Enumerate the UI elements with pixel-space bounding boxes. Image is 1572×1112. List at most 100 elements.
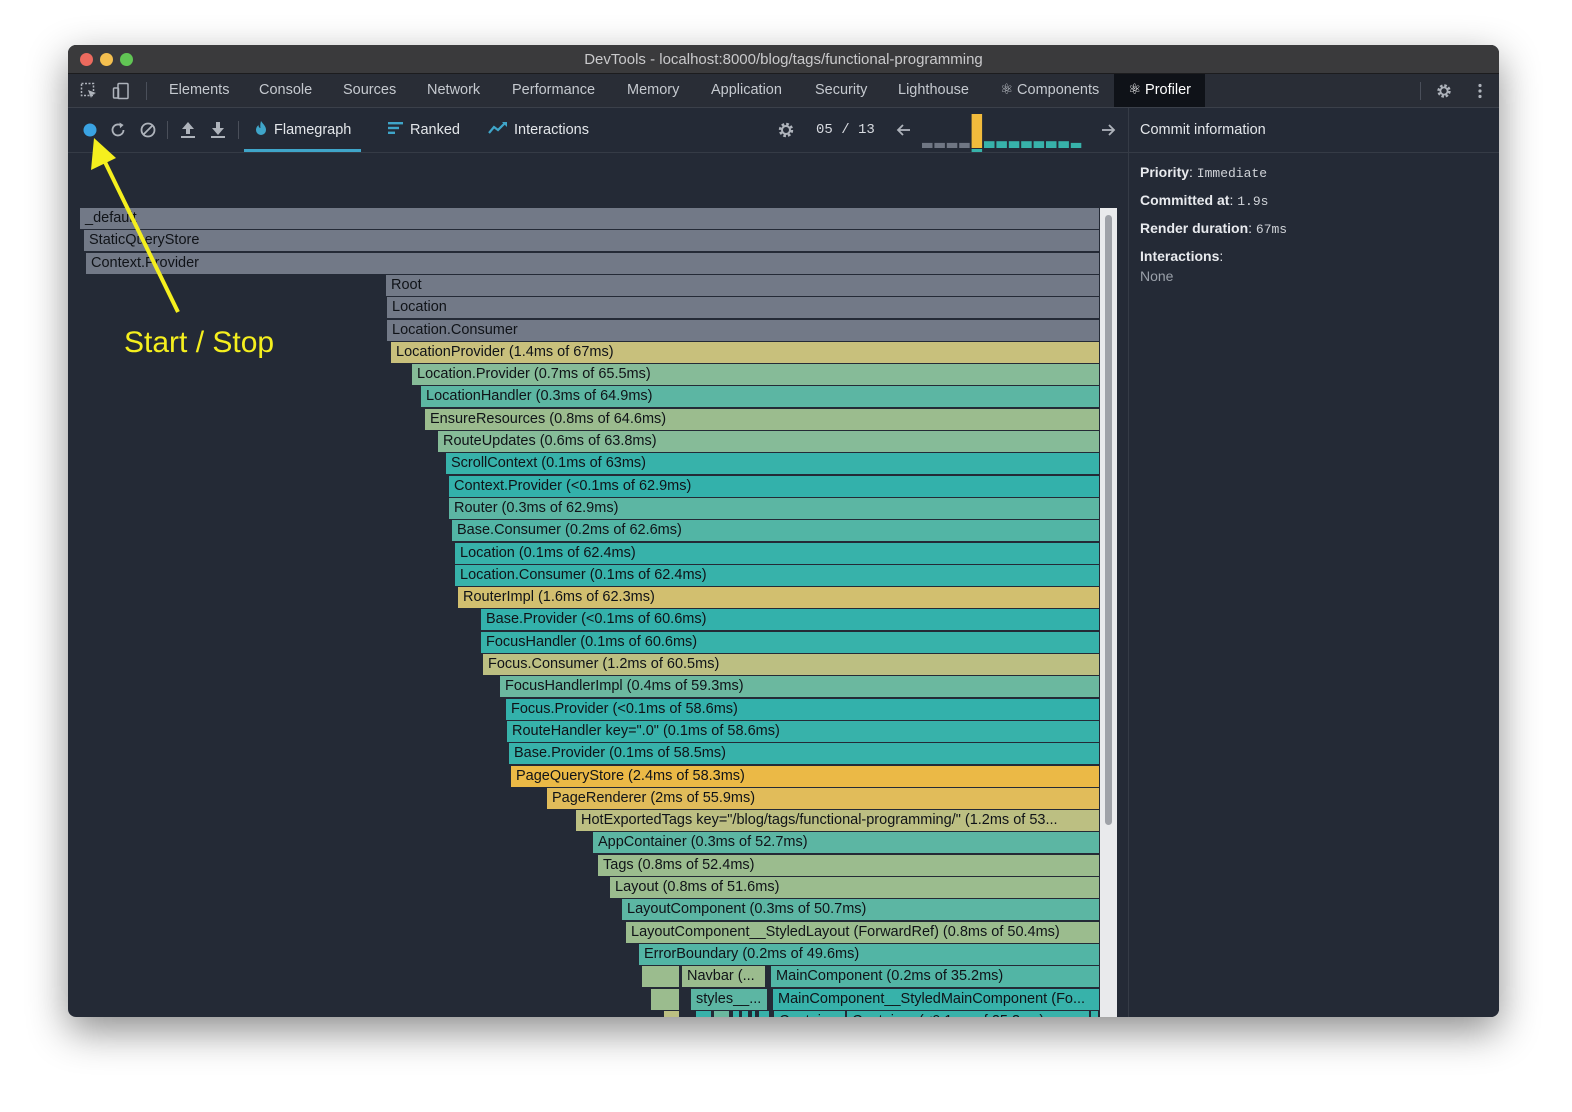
flamegraph-bar[interactable]: Router (0.3ms of 62.9ms) — [449, 497, 1100, 519]
flamegraph-bar-fragment[interactable] — [1091, 1010, 1099, 1017]
device-toolbar-icon[interactable] — [112, 82, 130, 100]
tab-sources[interactable]: Sources — [343, 82, 397, 98]
tab-flamegraph[interactable]: Flamegraph — [244, 108, 362, 152]
flamegraph-bar[interactable]: AppContainer (0.3ms of 52.7ms) — [593, 832, 1100, 854]
commit-bar[interactable] — [959, 142, 970, 148]
tab-lighthouse[interactable]: Lighthouse — [898, 82, 969, 98]
flamegraph-bar[interactable]: Context.Provider (<0.1ms of 62.9ms) — [449, 475, 1100, 497]
profiler-toolbar: Flamegraph Ranked Interactions 05 / 13 — [68, 108, 1128, 153]
selected-commit-indicator — [971, 149, 983, 152]
flamegraph-bar-fragment[interactable] — [651, 988, 680, 1010]
tab-memory[interactable]: Memory — [627, 82, 680, 98]
flamegraph-bar[interactable]: Context.Provider — [86, 252, 1100, 274]
flamegraph-bar[interactable]: Location.Consumer (0.1ms of 62.4ms) — [455, 564, 1100, 586]
commit-bar[interactable] — [1008, 141, 1020, 148]
commit-counter: 05 / 13 — [816, 122, 875, 138]
more-options-icon[interactable] — [1471, 82, 1489, 100]
flamegraph-bar[interactable]: FocusHandler (0.1ms of 60.6ms) — [481, 631, 1100, 653]
flamegraph-bar[interactable]: Focus.Consumer (1.2ms of 60.5ms) — [483, 654, 1100, 675]
flamegraph-bar[interactable]: styles__... — [691, 988, 768, 1010]
commit-bar[interactable] — [984, 141, 995, 148]
flamegraph-bar[interactable]: Location.Provider (0.7ms of 65.5ms) — [412, 364, 1100, 386]
flamegraph-bar[interactable]: Layout (0.8ms of 51.6ms) — [610, 877, 1100, 898]
flamegraph-bar-fragment[interactable] — [733, 1010, 740, 1017]
clear-profile-icon[interactable] — [138, 120, 158, 140]
tab-components[interactable]: ⚛ Components — [1000, 82, 1100, 98]
close-window-button[interactable] — [80, 53, 93, 66]
commit-bar[interactable] — [971, 114, 983, 148]
flamegraph-bar[interactable]: RouteUpdates (0.6ms of 63.8ms) — [438, 431, 1100, 452]
flamegraph-bar[interactable]: Base.Consumer (0.2ms of 62.6ms) — [452, 520, 1100, 542]
reload-and-profile-icon[interactable] — [108, 120, 128, 140]
flamegraph-bar[interactable]: RouterImpl (1.6ms of 62.3ms) — [458, 587, 1100, 609]
flame-icon — [256, 121, 266, 135]
tab-profiler[interactable]: ⚛ Profiler — [1114, 74, 1205, 107]
flamegraph-bar[interactable]: RouteHandler key=".0" (0.1ms of 58.6ms) — [507, 720, 1100, 742]
flamegraph-bar[interactable]: Focus.Provider (<0.1ms of 58.6ms) — [506, 698, 1100, 720]
flamegraph-bar[interactable]: Root — [386, 274, 1100, 296]
zoom-window-button[interactable] — [120, 53, 133, 66]
flamegraph-bar[interactable]: ScrollContext (0.1ms of 63ms) — [446, 453, 1100, 475]
flamegraph-scrollbar-thumb[interactable] — [1105, 215, 1112, 825]
flamegraph-bar[interactable]: Tags (0.8ms of 52.4ms) — [598, 854, 1100, 876]
flamegraph-bar[interactable]: LocationProvider (1.4ms of 67ms) — [391, 341, 1100, 363]
commit-bar[interactable] — [1070, 142, 1082, 148]
flamegraph-bar[interactable]: EnsureResources (0.8ms of 64.6ms) — [425, 408, 1100, 430]
record-start-stop-button[interactable] — [80, 120, 100, 140]
flamegraph-bar[interactable]: Contai... — [774, 1010, 846, 1017]
flamegraph-bar[interactable]: Container (<0.1ms of 25.3ms) — [847, 1010, 1090, 1017]
commit-bar[interactable] — [934, 142, 945, 148]
flamegraph-bar-fragment[interactable] — [696, 1010, 712, 1017]
flamegraph-bar[interactable]: LayoutComponent__StyledLayout (ForwardRe… — [626, 921, 1100, 943]
save-profile-icon[interactable] — [208, 120, 228, 140]
commit-bar[interactable] — [1046, 141, 1057, 148]
flamegraph-bar[interactable]: LayoutComponent (0.3ms of 50.7ms) — [622, 899, 1100, 921]
tab-application[interactable]: Application — [711, 82, 782, 98]
tab-console[interactable]: Console — [259, 82, 313, 98]
flamegraph-bar[interactable]: LocationHandler (0.3ms of 64.9ms) — [421, 386, 1100, 408]
flamegraph-bar[interactable]: Location (0.1ms of 62.4ms) — [455, 542, 1100, 564]
next-commit-arrow-icon[interactable] — [1098, 120, 1118, 140]
flamegraph-bar[interactable]: MainComponent (0.2ms of 35.2ms) — [771, 966, 1100, 988]
flamegraph-bar[interactable]: ErrorBoundary (0.2ms of 49.6ms) — [639, 943, 1100, 965]
previous-commit-arrow-icon[interactable] — [894, 120, 914, 140]
flamegraph-bar[interactable]: HotExportedTags key="/blog/tags/function… — [576, 810, 1100, 832]
flamegraph-bar[interactable]: Navbar (... — [682, 966, 766, 988]
commit-bar[interactable] — [946, 142, 958, 148]
profiler-settings-gear-icon[interactable] — [776, 120, 796, 140]
tab-security[interactable]: Security — [815, 82, 868, 98]
settings-gear-icon[interactable] — [1435, 82, 1453, 100]
commit-bar[interactable] — [996, 141, 1007, 148]
flamegraph-bar-fragment[interactable] — [642, 966, 680, 988]
flamegraph-bar[interactable]: MainComponent__StyledMainComponent (Fo..… — [773, 988, 1100, 1010]
commit-bar[interactable] — [922, 142, 933, 148]
flamegraph-bar-fragment[interactable] — [752, 1010, 756, 1017]
tab-network[interactable]: Network — [427, 82, 481, 98]
minimize-window-button[interactable] — [100, 53, 113, 66]
flamegraph-bar[interactable]: Location.Consumer — [387, 319, 1100, 341]
flamegraph-bar[interactable]: FocusHandlerImpl (0.4ms of 59.3ms) — [500, 676, 1100, 698]
tab-interactions-label: Interactions — [514, 122, 589, 138]
flamegraph-bar-fragment[interactable] — [759, 1010, 770, 1017]
flamegraph-bar[interactable]: Base.Provider (0.1ms of 58.5ms) — [509, 743, 1100, 765]
flamegraph-bar[interactable]: Location — [387, 297, 1100, 319]
load-profile-icon[interactable] — [178, 120, 198, 140]
commit-bar[interactable] — [1058, 141, 1069, 148]
tab-elements[interactable]: Elements — [169, 82, 230, 98]
flamegraph-bar[interactable]: PageQueryStore (2.4ms of 58.3ms) — [511, 765, 1100, 787]
flamegraph-bar[interactable]: _default — [80, 208, 1100, 229]
commit-bar[interactable] — [1033, 141, 1045, 148]
tab-interactions[interactable]: Interactions — [488, 108, 589, 152]
tab-performance[interactable]: Performance — [512, 82, 596, 98]
flamegraph-bar-fragment[interactable] — [714, 1010, 730, 1017]
tab-ranked[interactable]: Ranked — [388, 108, 460, 152]
flamegraph-bar-fragment[interactable] — [664, 1010, 680, 1017]
render-duration-label: Render duration — [1140, 220, 1249, 236]
flamegraph-bar[interactable]: Base.Provider (<0.1ms of 60.6ms) — [481, 609, 1100, 631]
commit-bar[interactable] — [1021, 141, 1032, 148]
inspect-element-icon[interactable] — [80, 82, 98, 100]
flamegraph-bar[interactable]: PageRenderer (2ms of 55.9ms) — [547, 787, 1100, 809]
flamegraph-bar-fragment[interactable] — [742, 1010, 749, 1017]
commit-selector-chart[interactable] — [920, 112, 1084, 152]
